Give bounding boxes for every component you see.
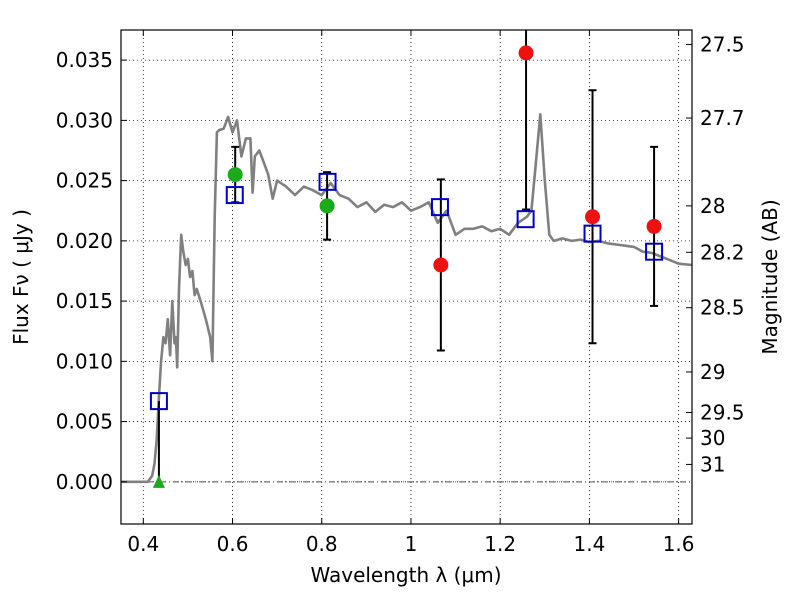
x-tick-label: 1.6 bbox=[663, 532, 695, 556]
x-tick-label: 1.4 bbox=[573, 532, 605, 556]
x-axis-title: Wavelength λ (μm) bbox=[310, 563, 501, 587]
magnitude-tick-label: 28.2 bbox=[700, 240, 745, 264]
y-tick-label: 0.025 bbox=[56, 169, 113, 193]
y-tick-label: 0.005 bbox=[56, 410, 113, 434]
y-axis-title: Flux Fν ( μJy ) bbox=[9, 209, 33, 345]
x-tick-label: 1.2 bbox=[484, 532, 516, 556]
x-tick-label: 1 bbox=[405, 532, 418, 556]
grid bbox=[121, 30, 692, 524]
detection-point bbox=[227, 167, 243, 183]
magnitude-tick-label: 30 bbox=[700, 426, 725, 450]
error-bars bbox=[157, 30, 659, 482]
model-photometry-point bbox=[430, 198, 449, 217]
model-sed-curve bbox=[121, 113, 693, 484]
x-tick-label: 0.8 bbox=[306, 532, 338, 556]
model-photometry-point bbox=[149, 392, 168, 411]
model-photometry-point bbox=[645, 242, 664, 261]
model-photometry-point bbox=[583, 224, 602, 243]
detection-point bbox=[319, 198, 335, 214]
model-sed-layer bbox=[121, 113, 693, 484]
model-photometry-point bbox=[318, 172, 337, 191]
y-tick-label: 0.020 bbox=[56, 229, 113, 253]
plot-frame bbox=[120, 29, 693, 525]
magnitude-tick-label: 27.7 bbox=[700, 106, 745, 130]
nondetection-point bbox=[585, 209, 601, 225]
y-axis-ticks: 0.000 0.005 0.010 0.015 0.020 0.025 0.030 0.035 bbox=[56, 48, 127, 494]
nondetection-point bbox=[518, 45, 534, 61]
x-axis-ticks: 0.4 0.6 0.8 1 1.2 1.4 1.6 bbox=[127, 30, 695, 556]
magnitude-tick-label: 28 bbox=[700, 194, 725, 218]
nondetection-point bbox=[646, 218, 662, 234]
model-photometry-point bbox=[516, 210, 535, 229]
magnitude-tick-label: 28.5 bbox=[700, 296, 745, 320]
x-tick-label: 0.6 bbox=[217, 532, 249, 556]
nondetection-point bbox=[433, 257, 449, 273]
x-tick-label: 0.4 bbox=[127, 532, 159, 556]
y-tick-label: 0.000 bbox=[56, 470, 113, 494]
magnitude-tick-label: 29.5 bbox=[700, 401, 745, 425]
magnitude-axis-title: Magnitude (AB) bbox=[758, 199, 782, 354]
y-tick-label: 0.030 bbox=[56, 108, 113, 132]
y-tick-label: 0.035 bbox=[56, 48, 113, 72]
magnitude-tick-label: 29 bbox=[700, 360, 725, 384]
markers bbox=[149, 45, 664, 488]
magnitude-tick-label: 31 bbox=[700, 452, 725, 476]
y-tick-label: 0.010 bbox=[56, 349, 113, 373]
magnitude-tick-label: 27.5 bbox=[700, 32, 745, 56]
upper-limit-marker bbox=[152, 474, 165, 488]
y-tick-label: 0.015 bbox=[56, 289, 113, 313]
model-photometry-point bbox=[225, 186, 244, 205]
